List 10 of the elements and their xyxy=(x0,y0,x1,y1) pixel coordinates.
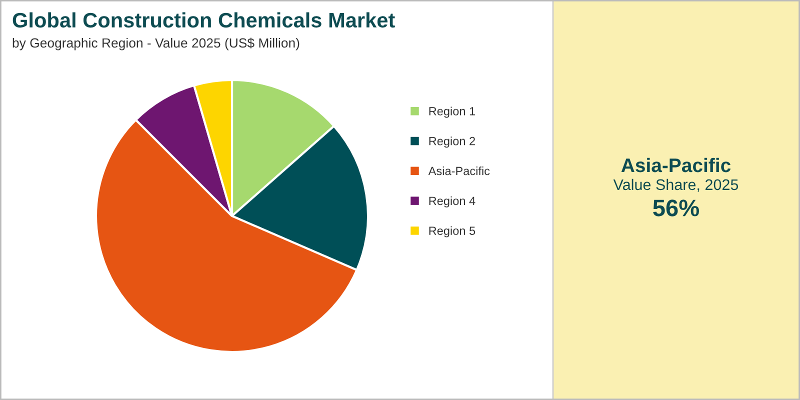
text: 56% xyxy=(653,200,700,216)
text: Asia-Pacific xyxy=(621,158,731,172)
legend-label: Region 4 xyxy=(429,196,476,208)
legend-label: Region 5 xyxy=(429,226,476,238)
legend-label: Asia-Pacific xyxy=(428,166,490,176)
legend-label: Region 2 xyxy=(429,136,475,148)
chart-subtitle: by Geographic Region - Value 2025 (US$ Million) xyxy=(12,38,300,50)
text: Value Share, 2025 xyxy=(613,178,738,192)
chart-title: Global Construction Chemicals Market xyxy=(12,12,395,28)
legend-label: Region 1 xyxy=(429,106,476,118)
